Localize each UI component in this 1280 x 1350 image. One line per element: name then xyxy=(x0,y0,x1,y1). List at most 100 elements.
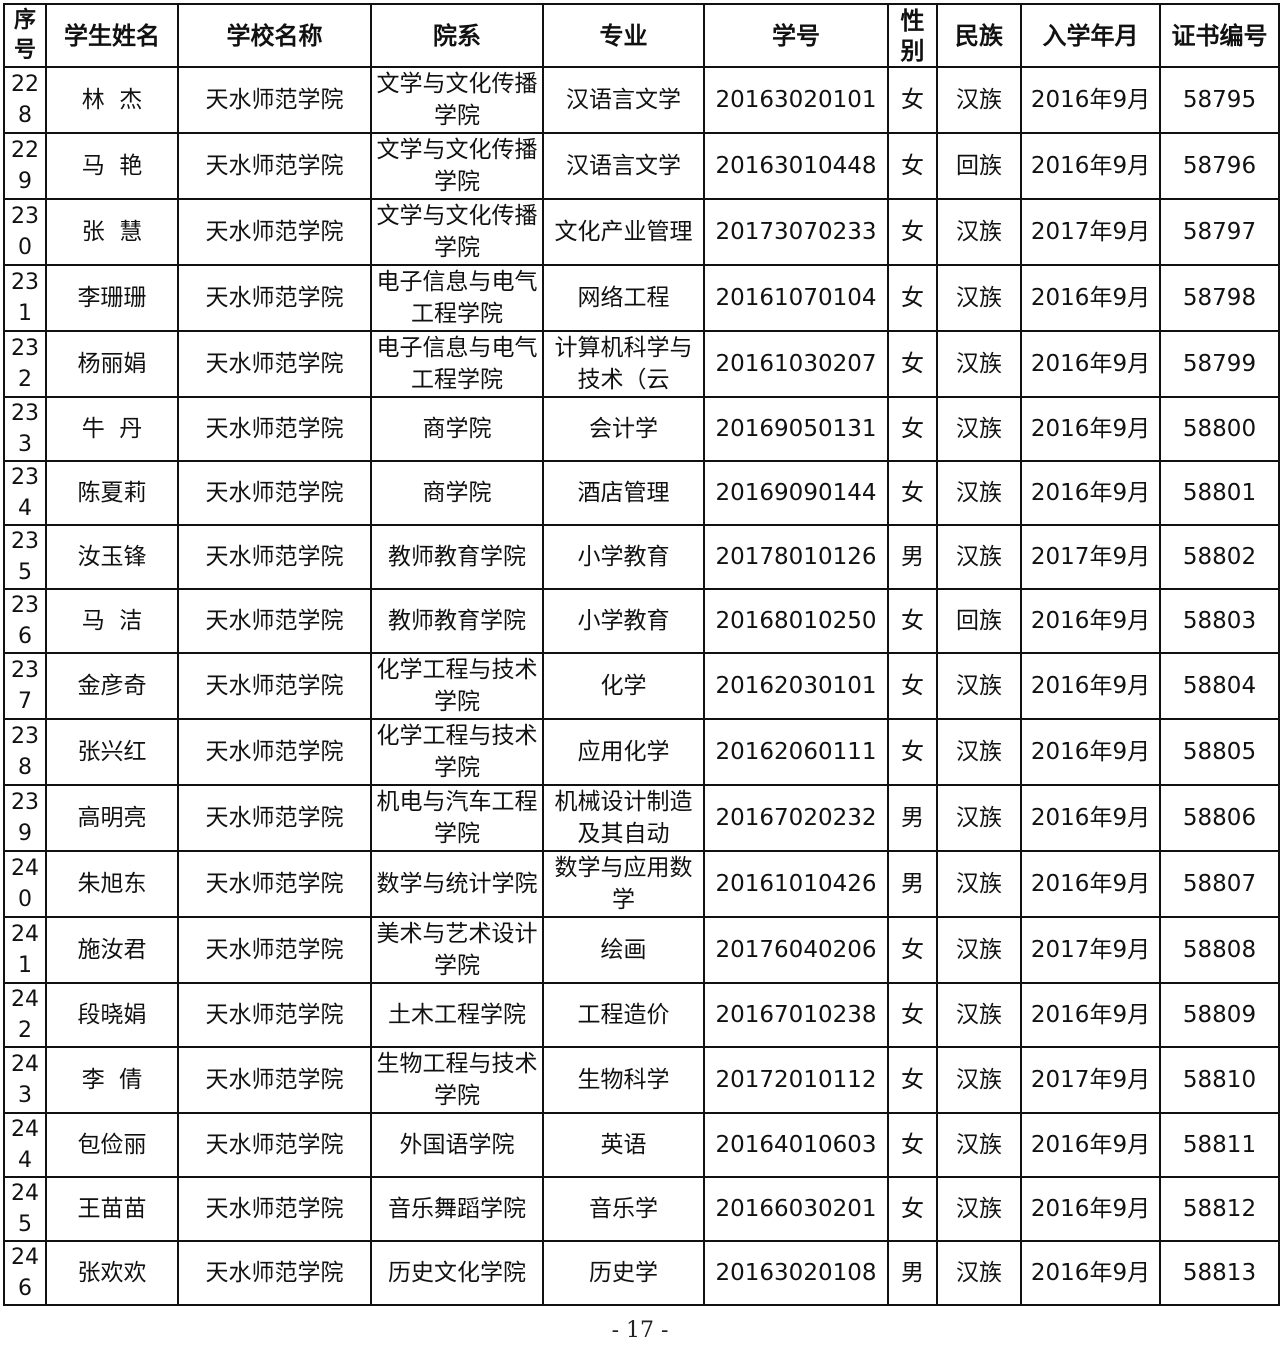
table-row: 240 朱旭东 天水师范学院 数学与统计学院 数学与应用数学 20161010426 男 汉族… xyxy=(3,850,1280,918)
cell-enroll-date: 2016年9月 xyxy=(1020,588,1161,654)
cell-cert-no: 58808 xyxy=(1159,916,1280,984)
cell-text: 天水师范学院 xyxy=(205,1260,344,1286)
cell-ethnicity: 汉族 xyxy=(936,1240,1022,1306)
cell-text: 外国语学院 xyxy=(399,1132,515,1158)
cell-ethnicity: 汉族 xyxy=(936,1176,1022,1242)
cell-gender: 女 xyxy=(887,330,938,398)
cell-student-id: 20162030101 xyxy=(703,652,889,720)
cell-text: 汉族 xyxy=(956,673,1002,699)
cell-name: 高明亮 xyxy=(45,784,179,852)
cell-text: 20161030207 xyxy=(715,351,877,377)
cell-text: 文学与文化传播学院 xyxy=(376,137,538,195)
cell-text: 汉族 xyxy=(956,739,1002,765)
cell-text: 天水师范学院 xyxy=(205,1196,344,1222)
cell-text: 天水师范学院 xyxy=(205,87,344,113)
cell-school: 天水师范学院 xyxy=(177,1046,372,1114)
header-label: 入学年月 xyxy=(1042,21,1139,50)
cell-text: 牛 丹 xyxy=(81,416,143,442)
cell-ethnicity: 汉族 xyxy=(936,524,1022,590)
cell-major: 音乐学 xyxy=(542,1176,705,1242)
cell-text: 2017年9月 xyxy=(1030,1067,1151,1093)
cell-text: 58812 xyxy=(1182,1196,1257,1222)
header-seq: 序号 xyxy=(3,3,47,68)
cell-ethnicity: 汉族 xyxy=(936,982,1022,1048)
cell-text: 2016年9月 xyxy=(1030,285,1151,311)
cell-ethnicity: 回族 xyxy=(936,132,1022,200)
cell-text: 女 xyxy=(901,608,924,634)
cell-major: 化学 xyxy=(542,652,705,720)
cell-text: 教师教育学院 xyxy=(388,608,526,634)
cell-ethnicity: 汉族 xyxy=(936,330,1022,398)
cell-text: 汝玉锋 xyxy=(77,544,147,570)
cell-text: 58811 xyxy=(1182,1132,1257,1158)
cell-text: 2016年9月 xyxy=(1030,153,1151,179)
cell-text: 20161010426 xyxy=(715,871,877,897)
cell-name: 张兴红 xyxy=(45,718,179,786)
cell-text: 网络工程 xyxy=(577,285,670,311)
cell-text: 20169050131 xyxy=(715,416,877,442)
cell-text: 包俭丽 xyxy=(77,1132,147,1158)
cell-school: 天水师范学院 xyxy=(177,1112,372,1178)
cell-text: 243 xyxy=(11,1052,39,1108)
cell-text: 汉族 xyxy=(956,1067,1002,1093)
cell-cert-no: 58806 xyxy=(1159,784,1280,852)
cell-text: 58804 xyxy=(1182,673,1257,699)
cell-text: 男 xyxy=(901,871,924,897)
cell-enroll-date: 2016年9月 xyxy=(1020,264,1161,332)
table-row: 235 汝玉锋 天水师范学院 教师教育学院 小学教育 20178010126 男 汉族 2017… xyxy=(3,524,1280,590)
cell-dept: 生物工程与技术学院 xyxy=(370,1046,544,1114)
header-gender: 性别 xyxy=(887,3,938,68)
cell-name: 张 慧 xyxy=(45,198,179,266)
cell-text: 2016年9月 xyxy=(1030,1260,1151,1286)
cell-text: 陈夏莉 xyxy=(77,480,147,506)
cell-cert-no: 58812 xyxy=(1159,1176,1280,1242)
cell-text: 女 xyxy=(901,219,924,245)
cell-text: 马 艳 xyxy=(81,153,143,179)
cell-text: 20168010250 xyxy=(715,608,877,634)
cell-ethnicity: 汉族 xyxy=(936,784,1022,852)
cell-cert-no: 58795 xyxy=(1159,66,1280,134)
cell-text: 化学工程与技术学院 xyxy=(376,657,538,715)
cell-dept: 文学与文化传播学院 xyxy=(370,66,544,134)
header-major: 专业 xyxy=(542,3,705,68)
cell-major: 绘画 xyxy=(542,916,705,984)
cell-gender: 男 xyxy=(887,784,938,852)
cell-text: 马 洁 xyxy=(81,608,143,634)
cell-seq: 228 xyxy=(3,66,47,134)
cell-seq: 230 xyxy=(3,198,47,266)
cell-text: 李珊珊 xyxy=(77,285,147,311)
table-row: 246 张欢欢 天水师范学院 历史文化学院 历史学 20163020108 男 汉族 2016年… xyxy=(3,1240,1280,1306)
cell-gender: 女 xyxy=(887,264,938,332)
cell-text: 2016年9月 xyxy=(1030,1132,1151,1158)
cell-student-id: 20161030207 xyxy=(703,330,889,398)
cell-text: 天水师范学院 xyxy=(205,805,344,831)
cell-cert-no: 58813 xyxy=(1159,1240,1280,1306)
cell-enroll-date: 2017年9月 xyxy=(1020,1046,1161,1114)
cell-dept: 商学院 xyxy=(370,396,544,462)
cell-text: 女 xyxy=(901,673,924,699)
cell-text: 段晓娟 xyxy=(77,1002,147,1028)
cell-text: 天水师范学院 xyxy=(205,1002,344,1028)
header-student-id: 学号 xyxy=(703,3,889,68)
cell-school: 天水师范学院 xyxy=(177,916,372,984)
cell-text: 张 慧 xyxy=(81,219,143,245)
cell-text: 女 xyxy=(901,1002,924,1028)
cell-text: 小学教育 xyxy=(577,608,670,634)
cell-text: 土木工程学院 xyxy=(388,1002,526,1028)
cell-cert-no: 58797 xyxy=(1159,198,1280,266)
cell-text: 2016年9月 xyxy=(1030,805,1151,831)
cell-name: 王苗苗 xyxy=(45,1176,179,1242)
cell-text: 汉族 xyxy=(956,416,1002,442)
cell-text: 58813 xyxy=(1182,1260,1257,1286)
cell-ethnicity: 汉族 xyxy=(936,652,1022,720)
cell-text: 20164010603 xyxy=(715,1132,877,1158)
table-row: 239 高明亮 天水师范学院 机电与汽车工程学院 机械设计制造及其自动 201670202… xyxy=(3,784,1280,852)
header-label: 证书编号 xyxy=(1171,21,1268,50)
cell-enroll-date: 2016年9月 xyxy=(1020,784,1161,852)
cell-name: 张欢欢 xyxy=(45,1240,179,1306)
cell-text: 235 xyxy=(11,529,39,585)
cell-text: 246 xyxy=(11,1245,39,1301)
cell-seq: 233 xyxy=(3,396,47,462)
cell-name: 马 艳 xyxy=(45,132,179,200)
table-row: 233 牛 丹 天水师范学院 商学院 会计学 20169050131 女 汉族 2016年9月 5… xyxy=(3,396,1280,462)
